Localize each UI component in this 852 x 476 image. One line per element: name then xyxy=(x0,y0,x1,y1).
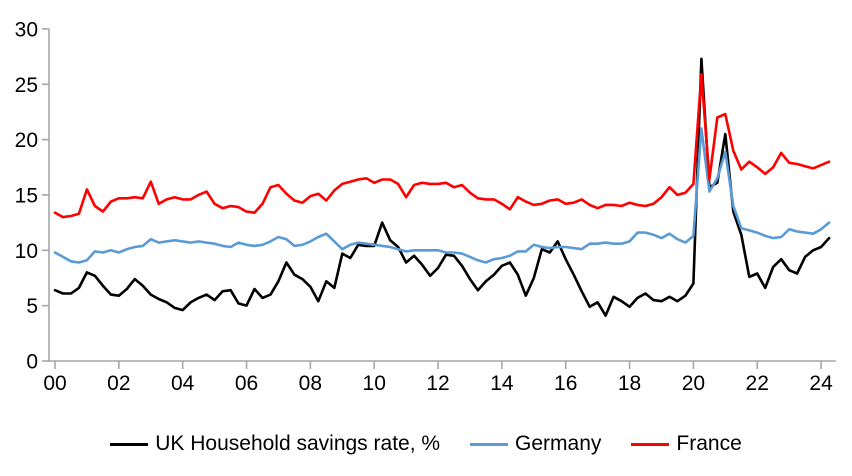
france-series-line xyxy=(53,73,831,219)
legend-label-germany: Germany xyxy=(515,432,602,455)
x-tick-label: 22 xyxy=(746,372,769,395)
y-tick-label: 0 xyxy=(26,351,38,374)
x-tick-label: 16 xyxy=(554,372,577,395)
x-tick-label: 24 xyxy=(809,372,833,395)
x-tick-label: 10 xyxy=(363,372,386,395)
x-tick-label: 04 xyxy=(171,372,195,395)
x-tick-label: 20 xyxy=(682,372,705,395)
legend-label-uk: UK Household savings rate, % xyxy=(155,432,441,455)
x-axis-tick-labels: 00 02 04 06 08 10 12 14 16 18 20 22 24 xyxy=(43,372,833,395)
y-tick-label: 30 xyxy=(15,18,38,41)
chart-legend: UK Household savings rate, % Germany Fra… xyxy=(0,427,852,461)
series-lines xyxy=(53,57,831,317)
germany-series-line xyxy=(53,127,831,264)
x-tick-label: 02 xyxy=(107,372,130,395)
y-tick-label: 25 xyxy=(15,74,38,97)
legend-item-uk: UK Household savings rate, % xyxy=(110,432,440,456)
x-tick-label: 06 xyxy=(235,372,258,395)
uk-line-swatch xyxy=(110,442,149,446)
y-tick-label: 5 xyxy=(26,295,38,318)
x-tick-label: 00 xyxy=(43,372,66,395)
y-tick-label: 10 xyxy=(15,240,38,263)
x-tick-label: 18 xyxy=(618,372,641,395)
germany-line-swatch xyxy=(470,442,509,446)
axes xyxy=(42,28,836,369)
legend-item-france: France xyxy=(631,432,742,456)
y-axis-tick-labels: 0 5 10 15 20 25 30 xyxy=(15,18,38,373)
x-tick-label: 08 xyxy=(299,372,322,395)
legend-label-france: France xyxy=(676,432,742,455)
legend-item-germany: Germany xyxy=(470,432,601,456)
x-tick-label: 12 xyxy=(426,372,449,395)
y-tick-label: 20 xyxy=(15,129,38,152)
france-line-swatch xyxy=(631,442,670,446)
x-tick-label: 14 xyxy=(490,372,514,395)
y-tick-label: 15 xyxy=(15,184,38,207)
